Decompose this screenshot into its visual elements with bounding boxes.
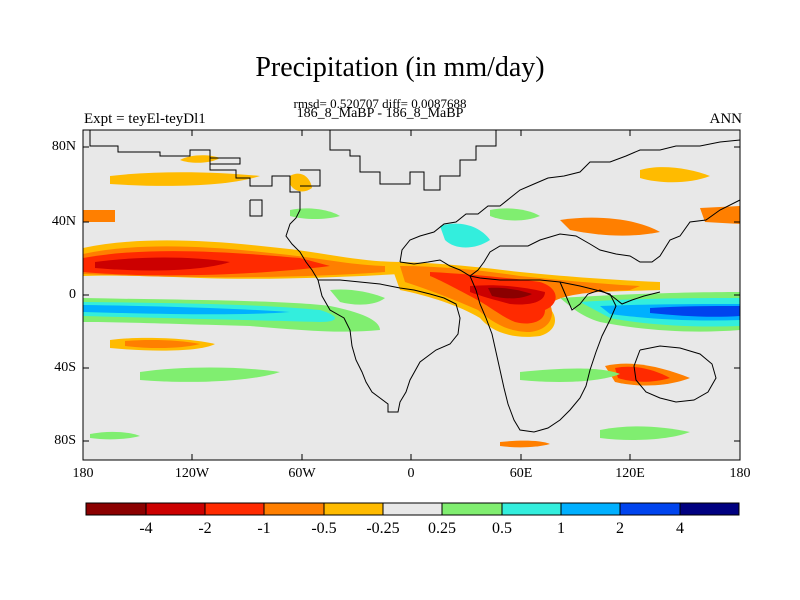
colorbar-label-2: -1 [257,520,271,537]
colorbar-swatch-9 [620,503,680,515]
precipitation-contours [83,155,740,448]
colorbar [85,502,740,516]
plot-title: Precipitation (in mm/day) [255,52,545,83]
colorbar-swatch-2 [205,503,264,515]
colorbar-label-3: -0.5 [311,520,337,537]
colorbar-swatch-0 [86,503,146,515]
experiment-label: Expt = teyEl-teyDl1 [84,111,206,127]
colorbar-label-9: 4 [676,520,684,537]
lat-label-40s: 40S [54,360,76,375]
season-label: ANN [709,111,743,127]
colorbar-swatch-10 [680,503,739,515]
coastlines [89,130,741,433]
period-label: 186_8_MaBP - 186_8_MaBP [296,106,464,121]
lon-label-120w: 120W [174,466,210,481]
lon-label-60e: 60E [509,466,533,481]
colorbar-label-0: -4 [139,520,153,537]
colorbar-swatch-3 [264,503,324,515]
lon-label-0: 0 [407,466,415,481]
lon-label-180e: 180 [729,466,751,481]
lon-label-120e: 120E [615,466,645,481]
lon-label-60w: 60W [288,466,316,481]
colorbar-swatch-1 [146,503,205,515]
axis-ticks [83,130,740,460]
colorbar-label-4: -0.25 [366,520,400,537]
lon-label-180w: 180 [72,466,94,481]
colorbar-label-1: -2 [198,520,212,537]
lat-label-80n: 80N [51,139,76,154]
colorbar-label-7: 1 [557,520,565,537]
colorbar-swatch-8 [561,503,620,515]
colorbar-label-5: 0.25 [428,520,456,537]
colorbar-label-6: 0.5 [492,520,512,537]
colorbar-swatch-6 [442,503,502,515]
colorbar-swatch-7 [502,503,561,515]
lat-label-40n: 40N [51,214,76,229]
colorbar-swatch-4 [324,503,383,515]
lat-label-0: 0 [69,287,76,302]
lat-label-80s: 80S [54,433,76,448]
colorbar-swatch-5 [383,503,442,515]
colorbar-label-8: 2 [616,520,624,537]
rmsd-diff-stats: rmsd= 0.520707 diff= 0.0087688 [293,96,467,111]
